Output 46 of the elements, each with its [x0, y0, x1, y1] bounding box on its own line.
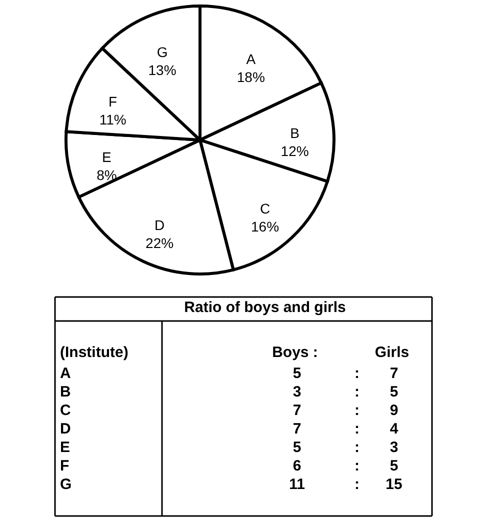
slice-label: A: [246, 50, 256, 67]
text: Boys :: [272, 344, 318, 361]
data-label: 8%: [96, 166, 117, 183]
text: E: [60, 439, 70, 456]
text: :: [354, 476, 360, 493]
text: 15: [386, 476, 402, 493]
text: 7: [390, 365, 398, 382]
text: :: [354, 402, 360, 419]
text: D: [60, 420, 71, 438]
data-label: 16%: [251, 218, 280, 234]
text: :: [354, 365, 360, 382]
text: 7: [292, 420, 302, 438]
data-label: 13%: [148, 62, 176, 78]
slice-label: B: [290, 125, 300, 142]
data-label: 18%: [236, 68, 265, 85]
text: 5: [390, 384, 398, 400]
slice-label: E: [102, 148, 112, 165]
text: F: [60, 458, 70, 474]
data-label: 22%: [146, 234, 174, 251]
text: 4: [390, 420, 399, 438]
text: 5: [390, 458, 398, 474]
text: 5: [292, 439, 302, 456]
text: Ratio of boys and girls: [184, 299, 346, 316]
slice-label: C: [260, 200, 270, 216]
text: 3: [390, 439, 398, 456]
slice-label: F: [108, 93, 118, 110]
text: 7: [292, 402, 302, 419]
text: :: [354, 420, 360, 438]
data-label: 12%: [280, 143, 309, 160]
text: A: [60, 365, 71, 382]
text: 11: [289, 476, 305, 493]
text: C: [60, 402, 71, 419]
text: B: [60, 384, 71, 400]
text: Girls: [374, 344, 410, 361]
slice-label: D: [154, 216, 165, 233]
text: G: [60, 476, 72, 493]
text: (Institute): [60, 344, 128, 361]
text: :: [354, 439, 360, 456]
text: 6: [292, 458, 302, 474]
text: 3: [292, 384, 302, 400]
text: :: [354, 384, 360, 400]
slice-label: G: [156, 44, 168, 60]
text: 9: [390, 402, 398, 419]
text: 5: [292, 365, 302, 382]
text: :: [354, 458, 360, 474]
data-label: 11%: [99, 111, 126, 128]
